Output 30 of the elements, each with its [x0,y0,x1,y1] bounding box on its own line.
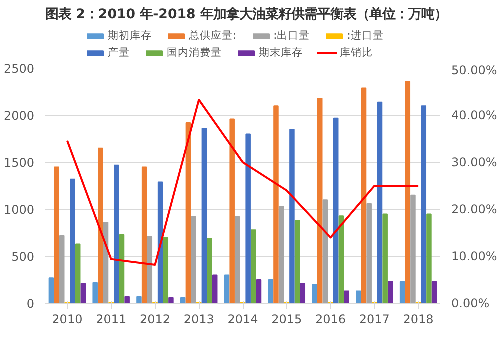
legend-label: 产量 [108,46,130,60]
legend-label: 总供应量: [189,29,237,43]
y-tick-label: 1500 [4,156,35,170]
y-tick-label: 2000 [4,109,35,123]
x-tick-label: 2015 [272,312,302,326]
y2-tick-label: 50.00% [452,64,498,78]
legend-label: :出口量 [274,29,310,43]
legend-label: 期末库存 [259,46,303,60]
y2-tick-label: 40.00% [452,108,498,122]
x-tick-label: 2011 [96,312,127,326]
legend-label: 期初库存 [108,29,152,43]
x-tick-label: 2018 [403,312,434,326]
legend-label: 国内消费量 [167,46,222,60]
y2-tick-label: 30.00% [452,156,498,170]
y2-tick-label: 0.00% [452,296,490,310]
y-tick-label: 0 [26,297,35,311]
y2-tick-label: 10.00% [452,250,498,264]
y-tick-label: 2500 [4,62,35,76]
legend-label: 库销比 [340,46,373,60]
x-tick-label: 2016 [316,312,346,326]
chart-title: 图表 2：2010 年-2018 年加拿大油菜籽供需平衡表（单位：万吨） [46,6,448,22]
x-tick-label: 2014 [228,312,258,326]
x-tick-label: 2012 [140,312,170,326]
y-tick-label: 1000 [4,203,35,217]
x-tick-label: 2013 [184,312,214,326]
x-tick-label: 2010 [52,312,83,326]
y2-tick-label: 20.00% [452,202,498,216]
x-tick-label: 2017 [359,312,390,326]
y-tick-label: 500 [12,250,34,264]
legend-label: :进口量 [347,29,384,43]
